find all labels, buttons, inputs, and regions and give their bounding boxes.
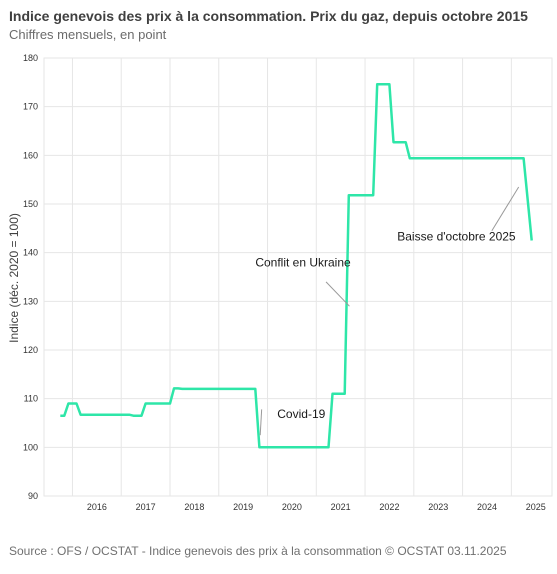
annotation-leader [491,186,520,232]
annotation-layer: Covid-19 Conflit en Ukraine Baisse d'octob… [255,186,520,436]
x-tick-label: 2022 [379,502,399,512]
annotation-label: Baisse d'octobre 2025 [397,230,516,244]
series-layer [60,83,533,449]
y-tick-label: 90 [28,491,38,501]
axis-layer: 90 100 110 120 130 140 150 160 170 180 2016 2017 201… [23,53,546,512]
x-tick-label: 2020 [282,502,302,512]
chart-subtitle: Chiffres mensuels, en point [9,27,167,42]
y-tick-label: 140 [23,248,38,258]
x-tick-label: 2019 [233,502,253,512]
x-tick-label: 2024 [477,502,497,512]
y-tick-label: 170 [23,102,38,112]
x-tick-label: 2021 [331,502,351,512]
x-tick-label: 2017 [136,502,156,512]
y-tick-label: 130 [23,296,38,306]
x-tick-label: 2018 [184,502,204,512]
grid-layer [43,57,553,497]
annotation-leader [325,281,350,307]
annotation-label: Conflit en Ukraine [255,255,351,269]
y-tick-label: 100 [23,442,38,452]
y-tick-label: 180 [23,53,38,63]
x-tick-label: 2023 [428,502,448,512]
y-tick-label: 160 [23,150,38,160]
source-note: Source : OFS / OCSTAT - Indice genevois … [9,544,507,558]
plot-frame [43,57,553,497]
annotation-label: Covid-19 [277,407,325,421]
series-line [60,83,533,449]
y-axis-label: Indice (déc. 2020 = 100) [7,213,21,343]
y-tick-label: 150 [23,199,38,209]
y-tick-label: 110 [24,394,38,404]
y-tick-label: 120 [23,345,38,355]
x-tick-label: 2016 [87,502,107,512]
chart-title: Indice genevois des prix à la consommati… [9,8,528,24]
x-tick-label: 2025 [526,502,546,512]
annotation-leader [259,409,263,436]
